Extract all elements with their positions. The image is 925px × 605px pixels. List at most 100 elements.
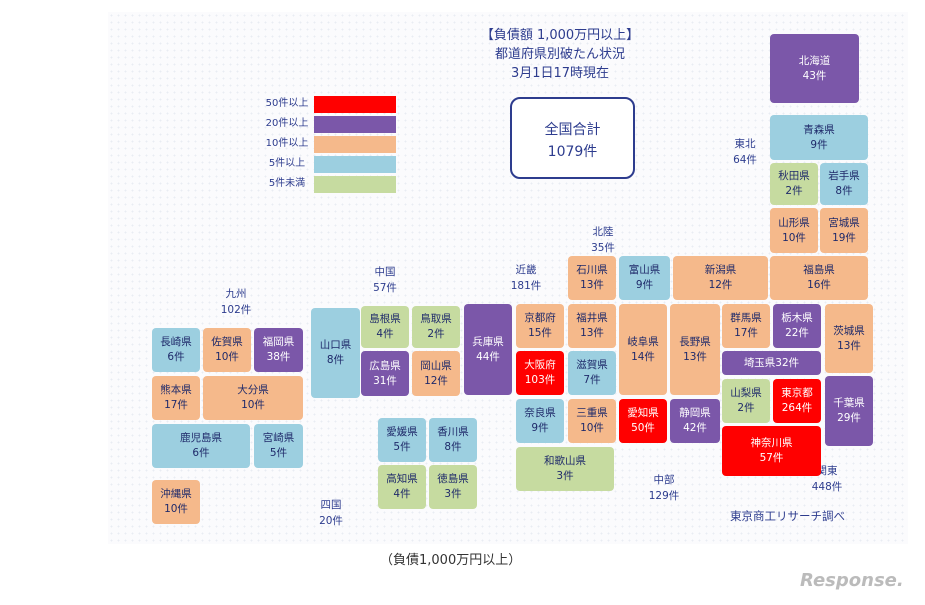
pref-count: 17件 — [734, 327, 758, 339]
pref-count: 4件 — [376, 328, 394, 340]
pref-kochi: 高知県 4件 — [378, 465, 426, 509]
pref-count: 13件 — [580, 327, 604, 339]
pref-count: 2件 — [785, 185, 803, 197]
legend-item: 20件以上 — [262, 115, 396, 133]
pref-name: 愛媛県 — [386, 426, 418, 438]
pref-shiga: 滋賀県 7件 — [568, 351, 616, 395]
region-hokuriku: 北陸 35件 — [573, 224, 633, 256]
pref-count: 17件 — [164, 399, 188, 411]
pref-count: 13件 — [580, 279, 604, 291]
pref-ehime: 愛媛県 5件 — [378, 418, 426, 462]
pref-count: 6件 — [192, 447, 210, 459]
pref-kanagawa: 神奈川県 57件 — [722, 426, 821, 476]
pref-count: 3件 — [556, 470, 574, 482]
pref-hyogo: 兵庫県 44件 — [464, 304, 512, 395]
pref-fukushima: 福島県 16件 — [770, 256, 868, 300]
pref-yamanashi: 山梨県 2件 — [722, 379, 770, 423]
pref-name: 茨城県 — [833, 324, 865, 337]
legend-swatch — [314, 136, 396, 153]
pref-name: 岩手県 — [828, 170, 860, 182]
pref-count: 9件 — [810, 138, 828, 151]
legend-item: 5件以上 — [262, 155, 396, 173]
total-box: 全国合計 1079件 — [510, 97, 635, 179]
pref-shimane: 島根県 4件 — [361, 306, 409, 348]
pref-yamagata: 山形県 10件 — [770, 208, 818, 253]
region-name: 九州 — [225, 288, 247, 300]
pref-name: 徳島県 — [437, 473, 469, 485]
pref-toyama: 富山県 9件 — [619, 256, 670, 300]
pref-nara: 奈良県 9件 — [516, 399, 564, 443]
pref-gifu: 岐阜県 14件 — [619, 304, 667, 395]
pref-count: 50件 — [631, 422, 655, 434]
region-count: 129件 — [648, 490, 680, 502]
map-date: 3月1日17時現在 — [510, 66, 610, 81]
pref-saga: 佐賀県 10件 — [203, 328, 251, 372]
pref-name: 大阪府 — [524, 359, 556, 371]
region-count: 57件 — [373, 282, 397, 294]
pref-fukui: 福井県 13件 — [568, 304, 616, 348]
legend-item: 10件以上 — [262, 135, 396, 153]
pref-nagano: 長野県 13件 — [670, 304, 720, 395]
pref-name: 新潟県 — [704, 264, 737, 276]
pref-name: 北海道 — [798, 54, 831, 67]
region-kanto: 関東 448件 — [797, 463, 857, 495]
pref-name: 奈良県 — [524, 407, 556, 419]
legend-label: 10件以上 — [265, 138, 309, 149]
pref-name: 宮崎県 — [262, 432, 295, 444]
pref-count: 7件 — [583, 374, 601, 386]
pref-count: 38件 — [266, 351, 291, 363]
legend-label: 50件以上 — [265, 98, 309, 109]
pref-miyazaki: 宮崎県 5件 — [254, 424, 303, 468]
pref-count: 10件 — [215, 351, 239, 363]
region-tohoku: 東北 64件 — [715, 136, 775, 168]
pref-name: 三重県 — [576, 407, 608, 419]
pref-count: 10件 — [164, 503, 188, 515]
pref-tokyo: 東京都 264件 — [773, 379, 821, 423]
pref-count: 29件 — [837, 412, 861, 424]
pref-name: 広島県 — [369, 359, 401, 372]
pref-aichi: 愛知県 50件 — [619, 399, 667, 443]
watermark-logo: Response. — [800, 570, 904, 591]
pref-name: 長野県 — [679, 335, 711, 348]
region-count: 102件 — [220, 304, 252, 316]
pref-name: 兵庫県 — [472, 335, 504, 348]
pref-count: 31件 — [373, 374, 397, 387]
pref-tokushima: 徳島県 3件 — [429, 465, 477, 509]
pref-kumamoto: 熊本県 17件 — [152, 376, 200, 420]
pref-count: 13件 — [683, 350, 707, 363]
pref-name: 秋田県 — [778, 170, 810, 182]
total-label: 全国合計 — [544, 122, 601, 138]
pref-count: 5件 — [393, 441, 411, 453]
region-count: 64件 — [733, 154, 757, 166]
pref-name: 栃木県 — [781, 312, 813, 324]
pref-count: 2件 — [427, 328, 445, 340]
pref-name: 富山県 — [628, 264, 661, 276]
region-name: 中部 — [653, 474, 675, 486]
pref-count: 12件 — [708, 279, 733, 291]
pref-count: 12件 — [424, 374, 448, 387]
pref-count: 15件 — [528, 327, 552, 339]
pref-name: 宮城県 — [828, 216, 860, 229]
pref-name: 神奈川県 — [750, 437, 793, 449]
source-credit: 東京商工リサーチ調べ — [730, 509, 845, 523]
region-name: 近畿 — [515, 264, 537, 276]
pref-count: 16件 — [807, 279, 831, 291]
map-title: 【負債額 1,000万円以上】 — [480, 28, 640, 43]
region-name: 北陸 — [592, 226, 614, 238]
region-shikoku: 四国 20件 — [301, 497, 361, 529]
pref-niigata: 新潟県 12件 — [673, 256, 768, 300]
pref-name: 沖縄県 — [160, 488, 192, 500]
pref-count: 10件 — [241, 399, 265, 411]
legend-swatch — [314, 156, 396, 173]
pref-name: 鹿児島県 — [180, 432, 222, 444]
legend-label: 5件以上 — [268, 158, 306, 169]
pref-count: 22件 — [785, 327, 809, 339]
pref-count: 9件 — [531, 422, 549, 434]
pref-name: 佐賀県 — [211, 336, 243, 348]
legend-swatch — [314, 96, 396, 113]
pref-hokkaido: 北海道 43件 — [770, 34, 859, 103]
pref-mie: 三重県 10件 — [568, 399, 616, 443]
pref-count: 8件 — [444, 441, 462, 453]
caption: （負債1,000万円以上） — [380, 553, 522, 568]
pref-name: 群馬県 — [730, 312, 762, 324]
